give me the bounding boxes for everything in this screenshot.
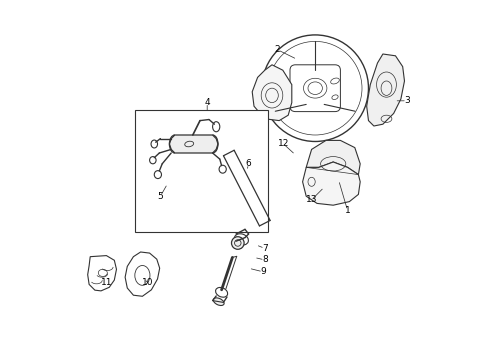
Text: 5: 5 xyxy=(157,192,163,201)
Polygon shape xyxy=(252,65,292,121)
Text: 11: 11 xyxy=(100,278,112,287)
Text: 12: 12 xyxy=(278,139,289,148)
Polygon shape xyxy=(170,135,218,153)
Text: 1: 1 xyxy=(345,206,350,215)
Text: 4: 4 xyxy=(204,98,210,107)
Polygon shape xyxy=(367,54,404,126)
Bar xyxy=(135,110,269,232)
Ellipse shape xyxy=(213,298,224,306)
Polygon shape xyxy=(306,140,360,175)
Text: 2: 2 xyxy=(274,45,280,54)
Text: 10: 10 xyxy=(142,278,153,287)
Polygon shape xyxy=(303,162,360,205)
FancyBboxPatch shape xyxy=(290,65,341,112)
Text: 8: 8 xyxy=(262,256,268,264)
Text: 13: 13 xyxy=(306,195,318,204)
Text: 3: 3 xyxy=(404,96,410,105)
Text: 6: 6 xyxy=(245,159,251,168)
Ellipse shape xyxy=(231,237,244,249)
Text: 9: 9 xyxy=(260,267,266,276)
Text: 7: 7 xyxy=(262,244,268,253)
